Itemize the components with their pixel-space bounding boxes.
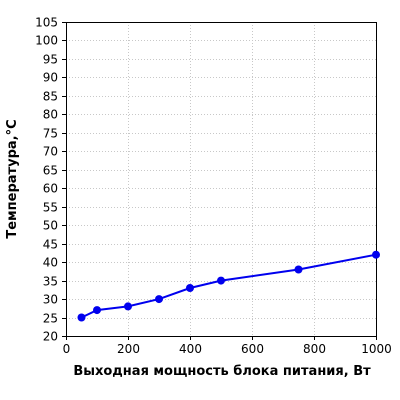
y-tick-label: 80 (43, 108, 58, 122)
y-tick-label: 75 (43, 127, 58, 141)
data-point (124, 302, 132, 311)
y-tick-label: 25 (43, 312, 58, 326)
data-point (93, 306, 101, 315)
y-tick-label: 30 (43, 293, 58, 307)
y-tick-label: 20 (43, 330, 58, 344)
y-tick-label: 60 (43, 182, 58, 196)
series-line (81, 253, 377, 319)
data-point (186, 284, 194, 292)
y-tick-label: 65 (43, 164, 58, 178)
x-axis-title: Выходная мощность блока питания, Вт (73, 364, 371, 379)
x-tick-label: 0 (63, 342, 71, 356)
x-tick-label: 800 (303, 342, 326, 356)
x-tick-label: 1000 (361, 342, 392, 356)
y-tick-label: 90 (43, 71, 58, 85)
y-tick-label: 105 (35, 16, 58, 30)
y-tick-label: 35 (43, 275, 58, 289)
y-tick-label: 95 (43, 53, 58, 67)
data-point (294, 265, 303, 274)
series-layer (77, 250, 380, 322)
data-point (77, 313, 86, 322)
data-point (217, 276, 225, 285)
grid-lines (66, 22, 377, 337)
y-tick-label: 70 (43, 145, 58, 159)
y-tick-label: 40 (43, 256, 58, 270)
y-tick-label: 50 (43, 219, 58, 233)
y-tick-label: 55 (43, 201, 58, 215)
plot-frame (66, 22, 377, 337)
x-tick-label: 400 (179, 342, 202, 356)
x-tick-label: 200 (117, 342, 140, 356)
axes: 20 25 30 35 40 45 50 55 60 65 70 75 80 85 90 95 100 105 0 2… (35, 16, 392, 357)
y-tick-label: 45 (43, 238, 58, 252)
y-tick-label: 100 (35, 34, 58, 48)
data-point (372, 250, 380, 259)
y-axis-title: Температура,°С (5, 119, 20, 238)
y-tick-label: 85 (43, 90, 58, 104)
data-point (155, 295, 163, 304)
x-tick-label: 600 (241, 342, 264, 356)
